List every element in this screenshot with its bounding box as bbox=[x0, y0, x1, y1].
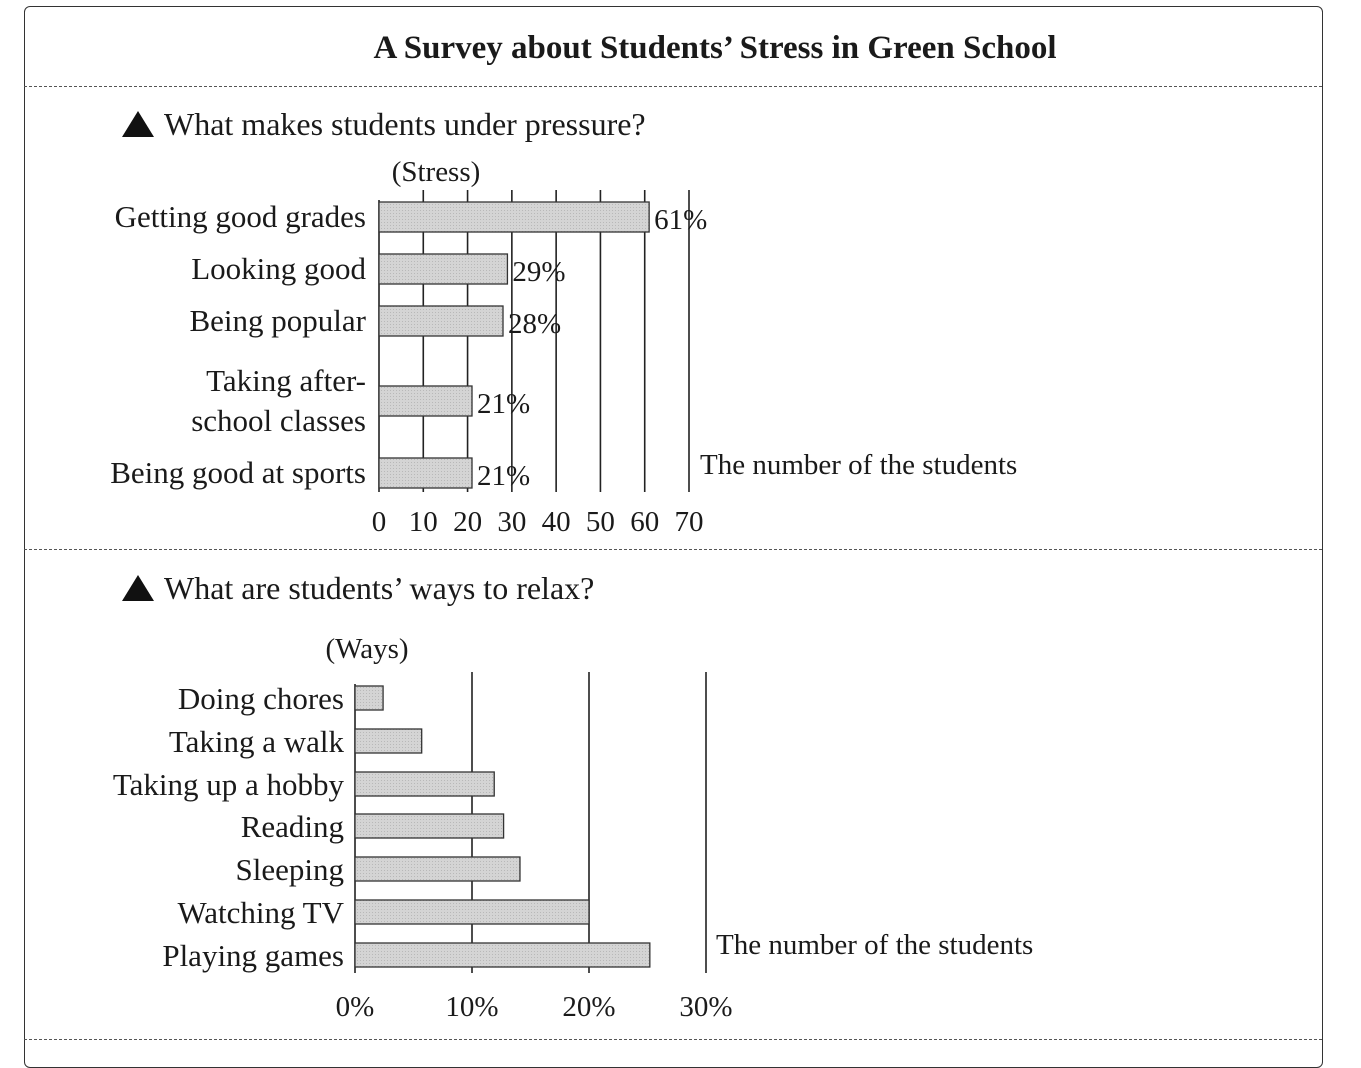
data-label: 29% bbox=[512, 256, 565, 288]
bar bbox=[354, 942, 651, 968]
x-tick-label: 30 bbox=[497, 506, 526, 538]
triangle-icon bbox=[122, 111, 154, 137]
category-label: Playing games bbox=[162, 938, 344, 973]
category-label: Reading bbox=[241, 809, 344, 844]
divider bbox=[24, 1039, 1322, 1040]
bar bbox=[378, 385, 473, 417]
chart2-title: What are students’ ways to relax? bbox=[164, 570, 595, 606]
bar bbox=[354, 685, 384, 711]
chart1-heading: What makes students under pressure? bbox=[122, 106, 646, 143]
category-label: Taking a walk bbox=[169, 724, 345, 759]
y-axis-label: (Stress) bbox=[392, 156, 481, 188]
category-label: Being good at sports bbox=[110, 455, 366, 490]
bar bbox=[378, 253, 509, 285]
bar bbox=[354, 771, 495, 797]
bar bbox=[354, 899, 590, 925]
bar bbox=[378, 201, 650, 233]
x-tick-label: 60 bbox=[630, 506, 659, 538]
triangle-icon bbox=[122, 575, 154, 601]
chart1-title: What makes students under pressure? bbox=[164, 106, 646, 142]
category-label: Doing chores bbox=[178, 681, 344, 716]
x-tick-label: 20% bbox=[562, 991, 615, 1023]
category-label: Taking up a hobby bbox=[113, 767, 345, 802]
x-tick-label: 0% bbox=[336, 991, 375, 1023]
x-tick-label: 50 bbox=[586, 506, 615, 538]
bar bbox=[354, 856, 521, 882]
category-label: Watching TV bbox=[177, 895, 344, 930]
bar bbox=[378, 305, 504, 337]
data-label: 21% bbox=[477, 460, 530, 492]
x-tick-label: 40 bbox=[542, 506, 571, 538]
data-label: 21% bbox=[477, 388, 530, 420]
x-tick-label: 70 bbox=[675, 506, 704, 538]
x-axis-label: The number of the students bbox=[700, 449, 1017, 481]
x-axis-label: The number of the students bbox=[716, 929, 1033, 961]
divider bbox=[24, 549, 1322, 550]
category-label: Getting good grades bbox=[115, 199, 366, 234]
x-tick-label: 0 bbox=[372, 506, 387, 538]
y-axis-label: (Ways) bbox=[325, 633, 408, 665]
category-label: school classes bbox=[191, 403, 366, 438]
bar bbox=[354, 728, 423, 754]
category-label: Being popular bbox=[190, 303, 367, 338]
data-label: 61% bbox=[654, 204, 707, 236]
x-tick-label: 10% bbox=[445, 991, 498, 1023]
page-title: A Survey about Students’ Stress in Green… bbox=[373, 30, 1057, 66]
bar bbox=[378, 457, 473, 489]
divider bbox=[24, 86, 1322, 87]
x-tick-label: 30% bbox=[679, 991, 732, 1023]
data-label: 28% bbox=[508, 308, 561, 340]
category-label: Sleeping bbox=[236, 852, 345, 887]
x-tick-label: 20 bbox=[453, 506, 482, 538]
bar bbox=[354, 813, 505, 839]
category-label: Taking after- bbox=[206, 363, 366, 398]
x-tick-label: 10 bbox=[409, 506, 438, 538]
chart2-heading: What are students’ ways to relax? bbox=[122, 570, 594, 607]
category-label: Looking good bbox=[191, 251, 366, 286]
